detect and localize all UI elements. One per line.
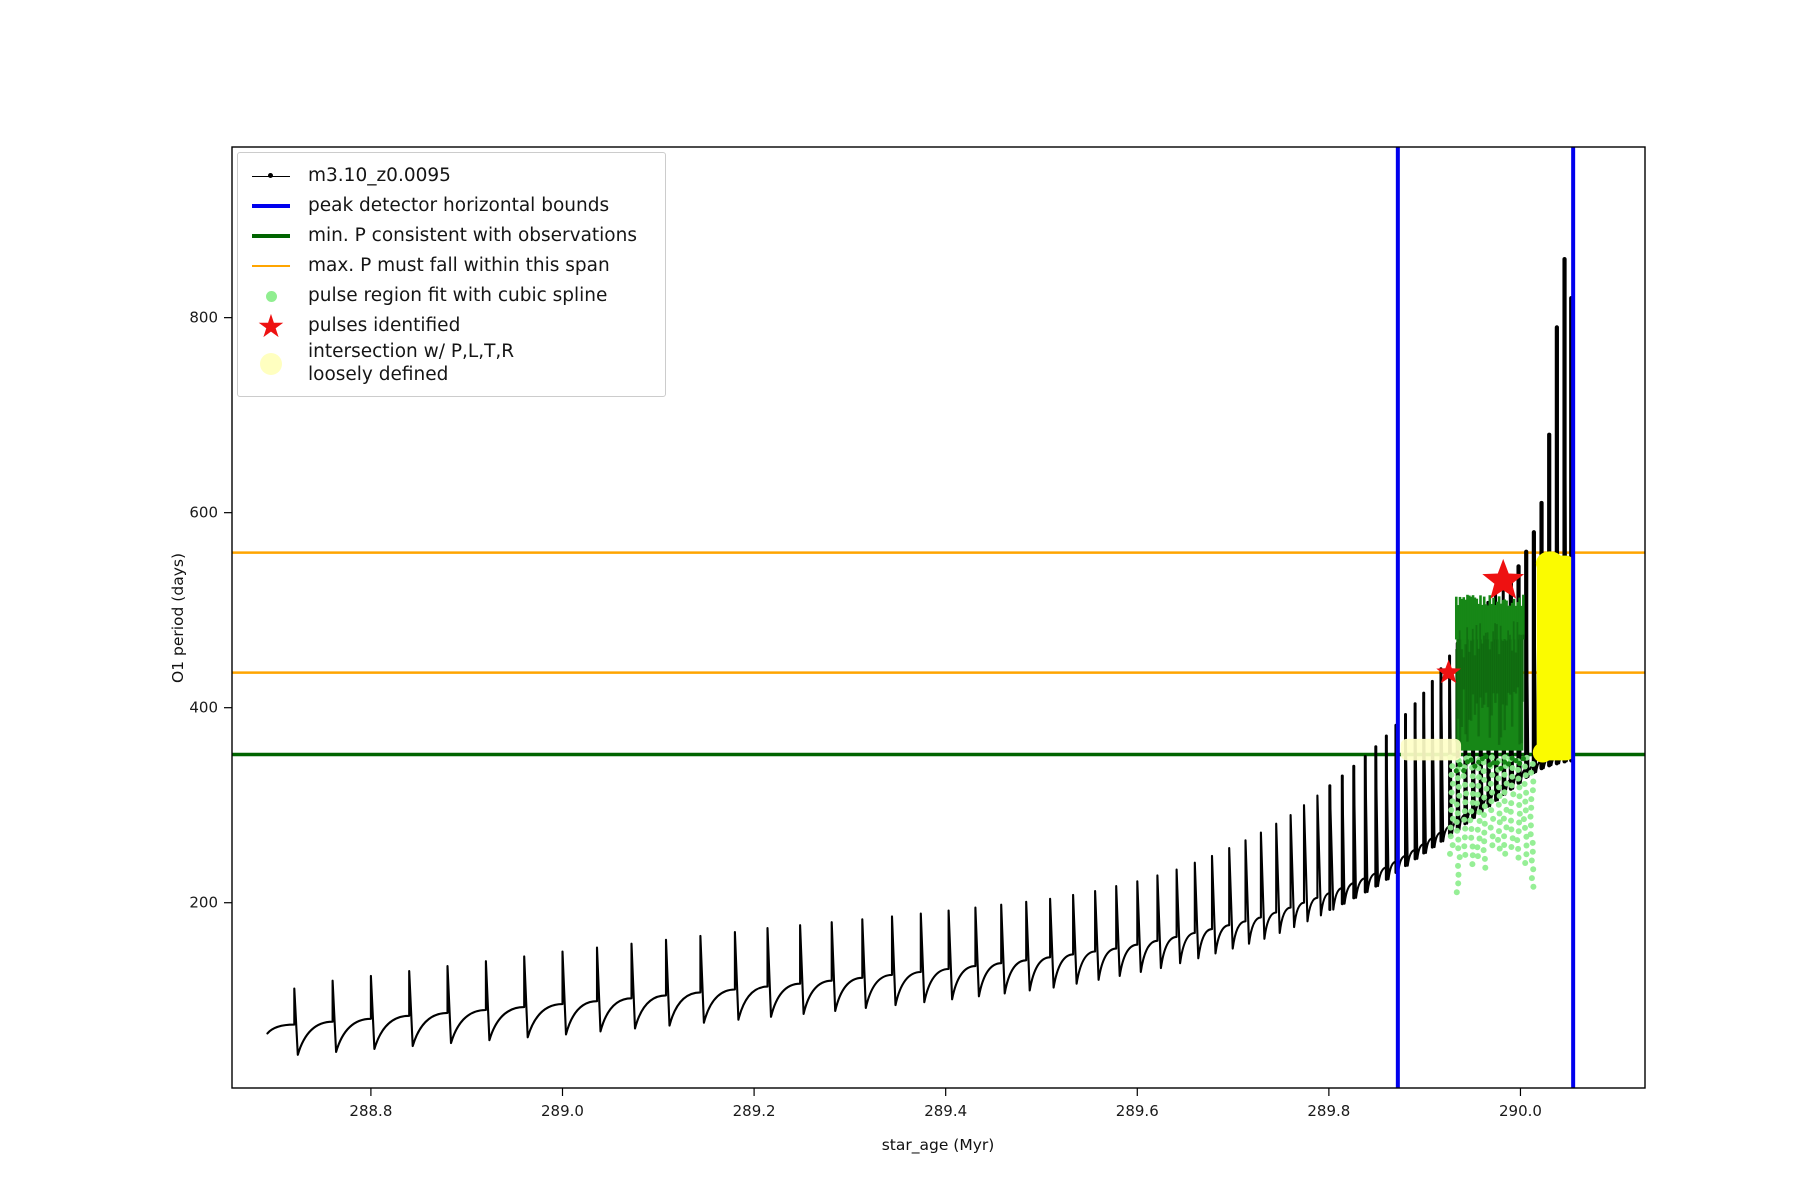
legend-item-peak-bounds: peak detector horizontal bounds xyxy=(248,191,637,221)
green-line-icon xyxy=(248,234,294,238)
legend-label: max. P must fall within this span xyxy=(308,254,610,276)
legend-label: m3.10_z0.0095 xyxy=(308,164,451,186)
green-dot-icon xyxy=(248,290,294,302)
pulses-identified xyxy=(1436,558,1525,684)
legend-label: pulse region fit with cubic spline xyxy=(308,284,608,306)
series-line-icon xyxy=(248,173,294,178)
legend-label: peak detector horizontal bounds xyxy=(308,194,610,216)
svg-text:288.8: 288.8 xyxy=(349,1102,392,1120)
red-star-icon: ★ xyxy=(256,306,286,345)
axis-ticks: 288.8 289.0 289.2 289.4 289.6 289.8 290.0 200 40… xyxy=(189,309,1542,1120)
legend-item-pulse-region: pulse region fit with cubic spline xyxy=(248,281,637,311)
svg-text:289.4: 289.4 xyxy=(924,1102,967,1120)
legend-item-series: m3.10_z0.0095 xyxy=(248,161,637,191)
svg-text:290.0: 290.0 xyxy=(1499,1102,1542,1120)
y-axis-label: O1 period (days) xyxy=(169,553,187,683)
orange-line-icon xyxy=(248,265,294,267)
legend-item-intersection: intersection w/ P,L,T,R loosely defined xyxy=(248,341,637,386)
legend-item-pulses: ★ pulses identified xyxy=(248,306,637,345)
yellow-dot-icon xyxy=(248,352,294,375)
svg-text:289.6: 289.6 xyxy=(1116,1102,1159,1120)
svg-text:400: 400 xyxy=(189,699,218,717)
svg-text:289.8: 289.8 xyxy=(1307,1102,1350,1120)
x-axis-label: star_age (Myr) xyxy=(882,1136,995,1155)
legend-label: intersection w/ P,L,T,R xyxy=(308,341,515,362)
intersection-faint-strip xyxy=(1400,738,1462,761)
svg-text:800: 800 xyxy=(189,309,218,327)
svg-text:600: 600 xyxy=(189,504,218,522)
legend-label-line2: loosely defined xyxy=(308,363,449,385)
legend-item-min-p: min. P consistent with observations xyxy=(248,221,637,251)
legend-label: pulses identified xyxy=(308,314,461,336)
peak-detector-bounds xyxy=(1395,147,1576,1088)
axes-frame xyxy=(231,146,1646,1089)
legend: m3.10_z0.0095 peak detector horizontal b… xyxy=(237,152,666,398)
svg-text:289.0: 289.0 xyxy=(541,1102,584,1120)
legend-label: min. P consistent with observations xyxy=(308,224,637,246)
svg-text:289.2: 289.2 xyxy=(733,1102,776,1120)
blue-line-icon xyxy=(248,204,294,208)
svg-text:200: 200 xyxy=(189,894,218,912)
intersection-region xyxy=(1532,551,1576,763)
legend-item-max-p: max. P must fall within this span xyxy=(248,251,637,281)
cubic-spline-fit-region xyxy=(1453,594,1526,774)
